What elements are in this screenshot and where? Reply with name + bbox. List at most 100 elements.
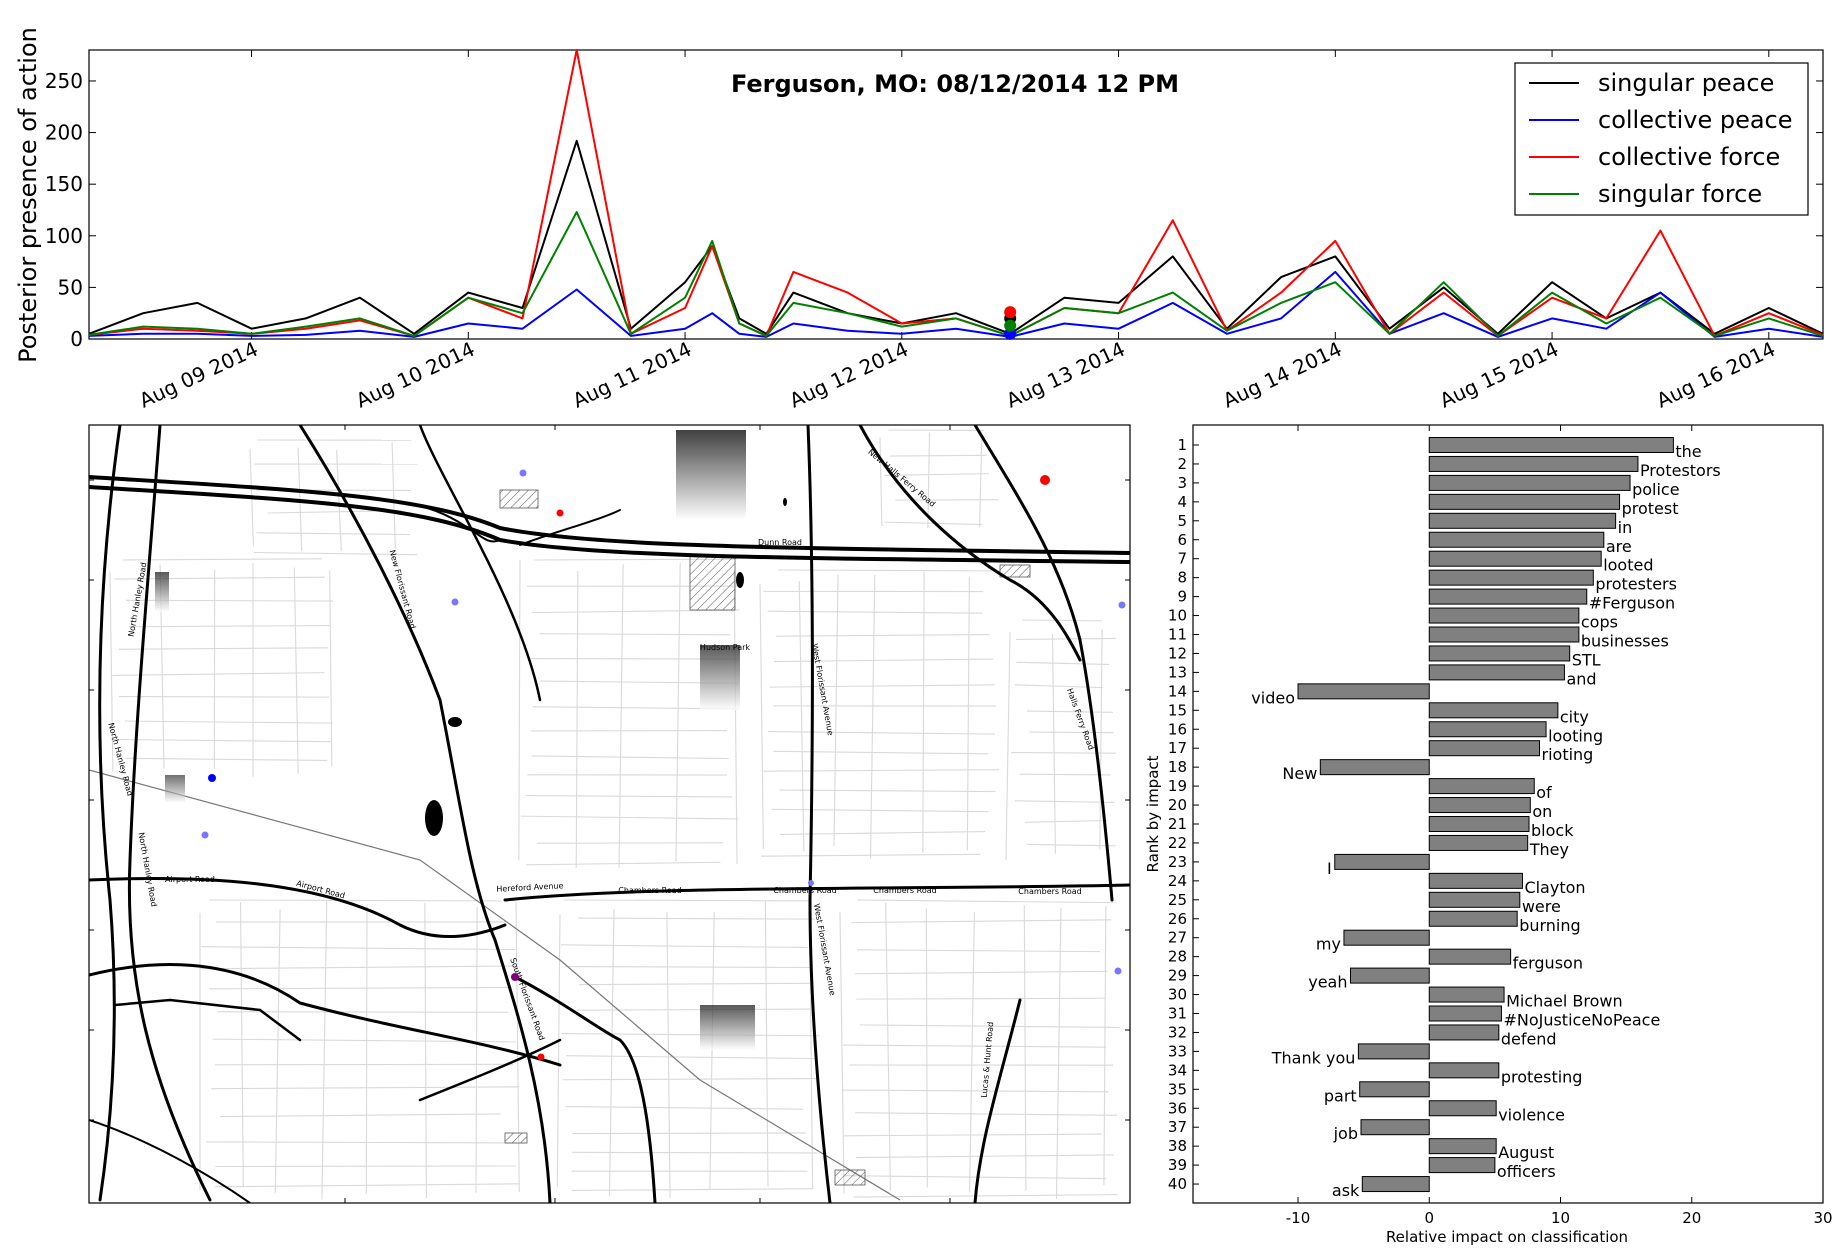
word-label: cops: [1581, 613, 1618, 632]
impact-bar: [1428, 588, 1588, 605]
legend: singular peace collective peace collective…: [1514, 62, 1809, 216]
word-label: ask: [1332, 1181, 1360, 1200]
rank-label: 2: [1177, 455, 1187, 473]
rank-label: 15: [1168, 701, 1187, 719]
minor-street: [709, 912, 715, 1189]
road-i170-ramp: [89, 1119, 251, 1203]
minor-street: [927, 432, 931, 529]
map-content: Airport Road Airport Road Hereford Avenue C…: [89, 425, 1130, 1203]
minor-street: [526, 861, 721, 866]
impact-bar: [1428, 797, 1531, 814]
minor-street: [565, 1106, 804, 1110]
word-label: burning: [1519, 916, 1580, 935]
minor-street: [675, 562, 681, 862]
y-tick-label: 0: [70, 327, 83, 351]
tweet-point: [556, 509, 564, 517]
minor-street: [869, 574, 876, 859]
rank-label: 25: [1168, 891, 1187, 909]
minor-street: [833, 574, 839, 847]
y-axis-label: Posterior presence of action: [14, 27, 42, 363]
minor-street: [215, 1165, 516, 1168]
word-label: looting: [1548, 726, 1603, 745]
rank-label: 24: [1168, 872, 1187, 890]
road-i170-west: [98, 425, 122, 1202]
minor-street: [520, 815, 738, 820]
minor-street: [853, 1194, 1118, 1198]
word-label: in: [1618, 518, 1633, 537]
time-series-panel: 0 50 100 150 200 250 Aug 09 2014 Aug 10 2014 Aug…: [14, 27, 1824, 413]
impact-bar: [1428, 834, 1529, 851]
word-label: STL: [1572, 650, 1601, 669]
word-label: the: [1675, 442, 1701, 461]
minor-street: [777, 569, 993, 572]
road-north-hanley-road: [127, 425, 212, 1202]
tweet-point: [1114, 967, 1122, 975]
minor-street: [424, 902, 427, 1199]
minor-street: [112, 672, 325, 676]
rank-label: 31: [1168, 1005, 1187, 1023]
word-label: They: [1529, 840, 1569, 859]
word-label: protesting: [1501, 1067, 1583, 1086]
building-shade: [165, 775, 185, 803]
road-label: Hereford Avenue: [496, 881, 564, 894]
minor-street: [779, 831, 986, 835]
minor-street: [563, 899, 809, 902]
minor-street: [1024, 819, 1108, 823]
major-roads: [89, 425, 1130, 1203]
tweet-points: [201, 469, 1126, 1061]
minor-street: [111, 738, 332, 743]
impact-bar: [1428, 550, 1602, 567]
rank-label: 38: [1168, 1137, 1187, 1155]
minor-street: [211, 1086, 520, 1090]
minor-street: [767, 610, 983, 614]
bar-x-tick-label: 0: [1424, 1209, 1434, 1227]
minor-street: [844, 1175, 1107, 1180]
impact-bar: [1357, 1043, 1430, 1060]
minor-street: [124, 720, 333, 724]
minor-street: [122, 558, 322, 561]
rank-label: 23: [1168, 853, 1187, 871]
impact-bar: [1360, 1119, 1430, 1136]
rail-line: [89, 769, 901, 1201]
impact-bar: [1428, 437, 1674, 453]
minor-street: [253, 551, 418, 556]
word-label: were: [1522, 897, 1561, 916]
rank-label: 27: [1168, 929, 1187, 947]
road-halls-ferry-road: [973, 425, 1114, 902]
word-label: businesses: [1581, 632, 1669, 651]
rank-label: 19: [1168, 777, 1187, 795]
minor-street: [215, 1183, 520, 1188]
minor-street: [206, 1141, 517, 1144]
x-tick-label: Aug 09 2014: [135, 337, 261, 413]
road-interstate-lower: [89, 485, 1130, 564]
minor-street: [365, 905, 368, 1194]
legend-label: singular force: [1598, 180, 1762, 208]
impact-bar: [1428, 1100, 1497, 1117]
x-tick-label: Aug 12 2014: [786, 337, 912, 413]
word-label: my: [1316, 935, 1341, 954]
minor-street: [889, 454, 987, 457]
bar-x-axis-label: Relative impact on classification: [1386, 1228, 1628, 1246]
map-buildings: [155, 430, 1031, 1186]
minor-street: [879, 437, 883, 526]
impact-bar: [1428, 910, 1518, 927]
word-label: I: [1327, 859, 1332, 878]
minor-street: [560, 944, 808, 949]
minor-street: [1011, 751, 1117, 754]
minor-street: [531, 609, 740, 614]
minor-street: [209, 986, 513, 990]
rank-label: 35: [1168, 1080, 1187, 1098]
impact-bar: [1334, 853, 1430, 870]
map-panel: Airport Road Airport Road Hereford Avenue C…: [88, 424, 1131, 1204]
x-tick-label: Aug 13 2014: [1002, 337, 1128, 413]
minor-street: [779, 789, 996, 793]
word-label: and: [1566, 669, 1596, 688]
minor-street: [1026, 710, 1114, 713]
minor-street: [239, 901, 244, 1186]
impact-bar: [1343, 929, 1430, 946]
minor-street: [515, 901, 520, 1193]
minor-street: [844, 1133, 1102, 1137]
pond: [736, 572, 744, 588]
impact-bar: [1428, 664, 1565, 681]
minor-street: [764, 900, 769, 1187]
